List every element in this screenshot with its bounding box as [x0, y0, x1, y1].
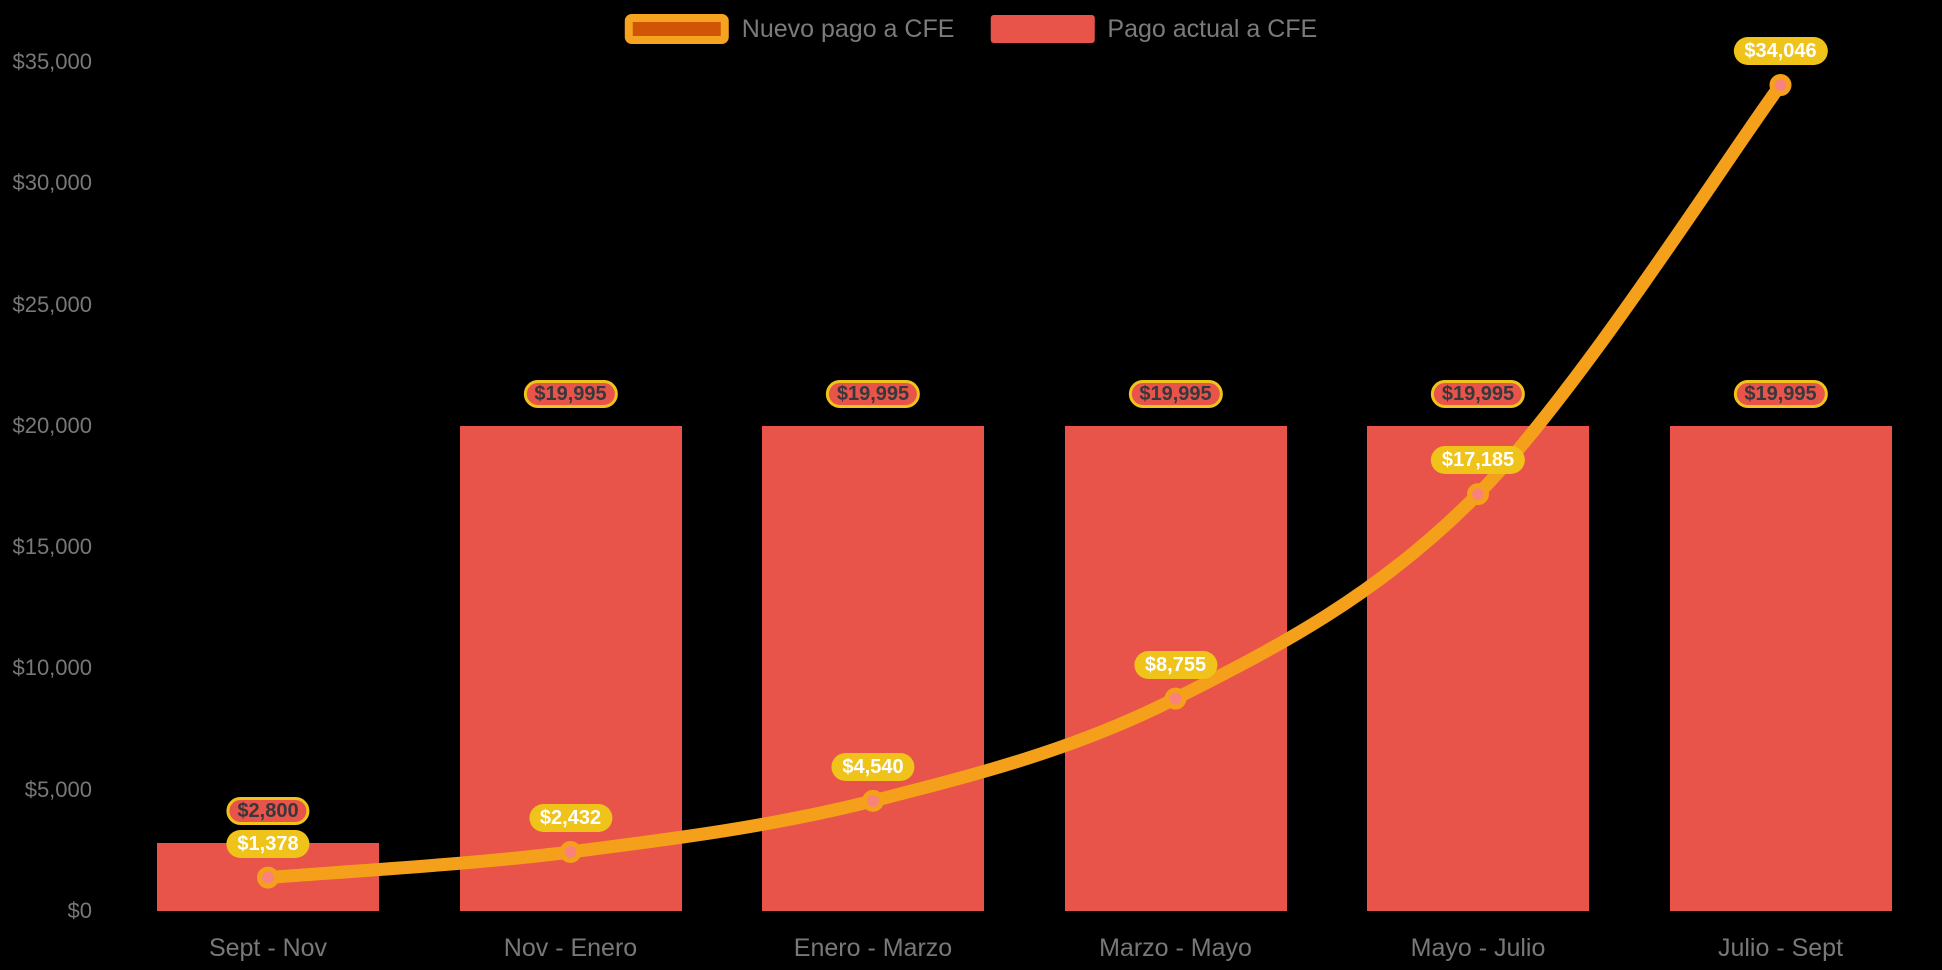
x-axis-category-label: Enero - Marzo	[793, 934, 953, 962]
bar-value-label: $19,995	[1733, 379, 1828, 408]
legend-item-nuevo-pago[interactable]: Nuevo pago a CFE	[624, 14, 955, 44]
y-axis-tick-label: $5,000	[24, 776, 92, 802]
x-axis-category-label: Mayo - Julio	[1410, 934, 1546, 962]
line-value-label: $2,432	[528, 803, 613, 832]
y-axis-tick-label: $15,000	[12, 534, 92, 560]
line-value-label: $17,185	[1430, 446, 1526, 475]
line-value-label: $8,755	[1133, 650, 1218, 679]
line-data-point[interactable]	[862, 789, 884, 812]
bar-nov-enero[interactable]	[459, 425, 682, 911]
bar-value-label: $19,995	[825, 379, 921, 408]
line-data-point[interactable]	[1164, 687, 1187, 710]
line-data-point[interactable]	[1769, 74, 1792, 97]
legend: Nuevo pago a CFE Pago actual a CFE	[624, 14, 1317, 44]
line-value-label: $1,378	[226, 829, 310, 858]
legend-label-nuevo-pago: Nuevo pago a CFE	[741, 15, 955, 43]
bar-value-label: $2,800	[226, 797, 310, 826]
bar-value-label: $19,995	[1430, 379, 1526, 408]
line-data-point[interactable]	[1467, 483, 1489, 506]
line-series-swatch-icon	[624, 14, 729, 44]
x-axis-category-label: Nov - Enero	[503, 934, 638, 962]
line-value-label: $34,046	[1733, 37, 1828, 66]
legend-item-pago-actual[interactable]: Pago actual a CFE	[990, 14, 1317, 44]
bar-enero-marzo[interactable]	[762, 425, 984, 911]
line-data-point[interactable]	[257, 866, 279, 889]
line-data-point[interactable]	[559, 840, 582, 863]
bar-julio-sept[interactable]	[1669, 425, 1892, 911]
bar-value-label: $19,995	[1128, 379, 1223, 408]
bar-series-swatch-icon	[990, 15, 1095, 43]
x-axis-category-label: Sept - Nov	[208, 934, 328, 962]
y-axis-tick-label: $35,000	[12, 48, 92, 74]
line-value-label: $4,540	[831, 752, 915, 781]
bar-value-label: $19,995	[523, 379, 618, 408]
y-axis-tick-label: $0	[67, 898, 92, 923]
y-axis-tick-label: $25,000	[12, 291, 92, 317]
legend-label-pago-actual: Pago actual a CFE	[1107, 15, 1318, 43]
y-axis-tick-label: $10,000	[12, 655, 92, 681]
y-axis-tick-label: $30,000	[12, 170, 92, 196]
y-axis-tick-label: $20,000	[12, 412, 92, 438]
x-axis-category-label: Julio - Sept	[1717, 934, 1844, 962]
x-axis-category-label: Marzo - Mayo	[1099, 934, 1252, 962]
